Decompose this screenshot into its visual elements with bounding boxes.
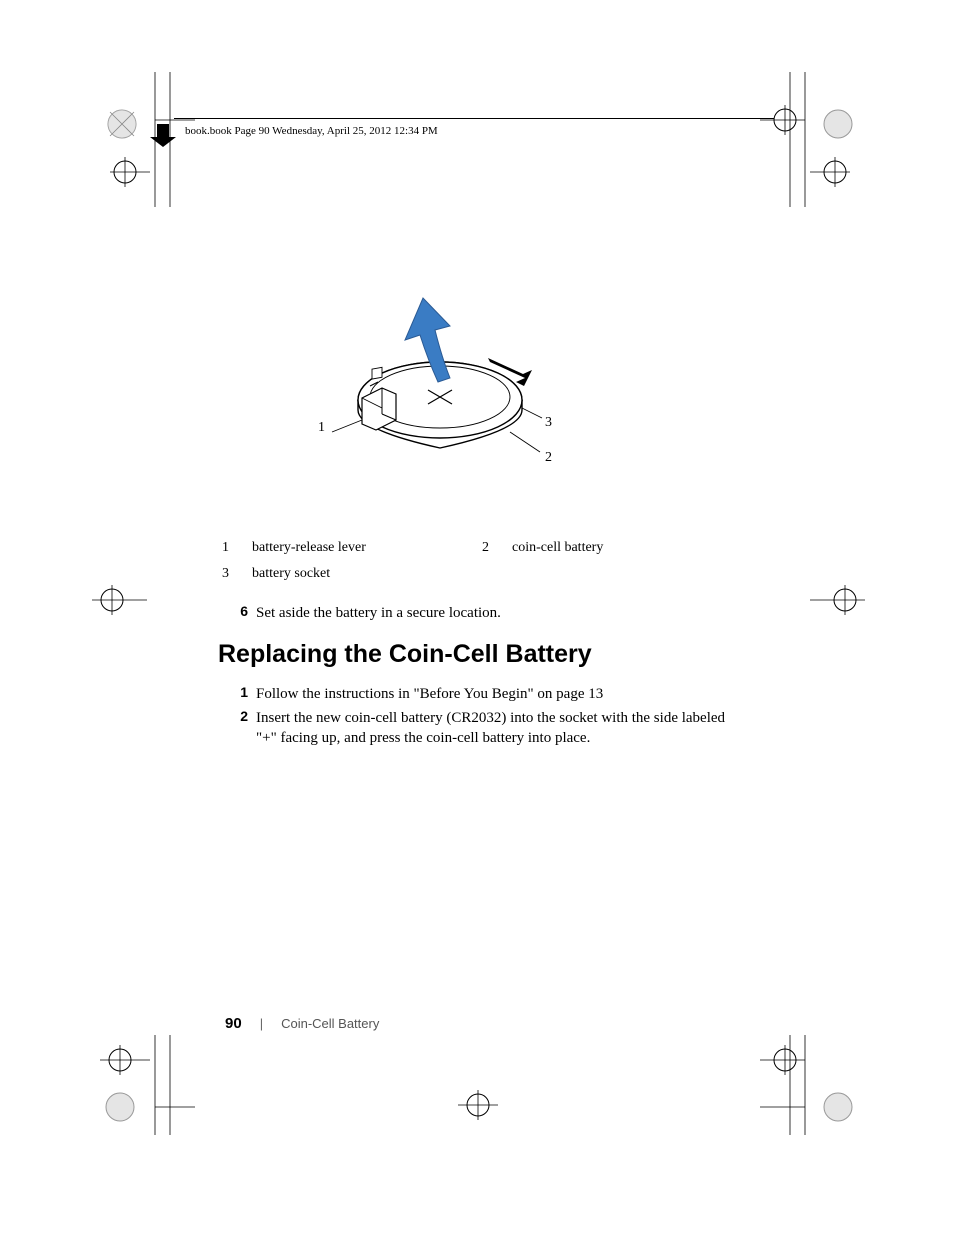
legend-num-1: 1: [222, 540, 252, 556]
printer-mark-mid-right: [805, 580, 865, 620]
step-6-num: 6: [222, 603, 248, 623]
section-heading: Replacing the Coin-Cell Battery: [218, 640, 592, 669]
footer-page-number: 90: [225, 1015, 242, 1032]
printer-mark-bottom-left: [95, 1035, 195, 1135]
printer-mark-top-left: [100, 72, 195, 207]
step-1-num: 1: [222, 684, 248, 704]
legend-text-3: battery socket: [252, 566, 482, 582]
step-1: 1 Follow the instructions in "Before You…: [222, 684, 736, 704]
step-2-num: 2: [222, 708, 248, 749]
callout-2: 2: [545, 450, 552, 466]
printer-mark-mid-left: [92, 580, 152, 620]
step-1-text: Follow the instructions in "Before You B…: [256, 684, 736, 704]
printer-mark-top-right: [760, 72, 860, 207]
printer-mark-bottom-right: [760, 1035, 860, 1135]
footer-divider: |: [260, 1016, 263, 1031]
footer-section-title: Coin-Cell Battery: [281, 1016, 379, 1031]
step-6: 6 Set aside the battery in a secure loca…: [222, 603, 736, 623]
header-rule: [174, 118, 774, 119]
header-text: book.book Page 90 Wednesday, April 25, 2…: [185, 125, 438, 137]
step-2: 2 Insert the new coin-cell battery (CR20…: [222, 708, 736, 749]
step-6-text: Set aside the battery in a secure locati…: [256, 603, 736, 623]
step-2-text: Insert the new coin-cell battery (CR2032…: [256, 708, 736, 749]
printer-mark-bottom-center: [448, 1085, 508, 1125]
page-footer: 90 | Coin-Cell Battery: [225, 1015, 379, 1032]
callout-1: 1: [318, 420, 325, 436]
legend-num-2: 2: [482, 540, 512, 556]
coin-cell-diagram: [310, 290, 570, 490]
legend-table: 1 battery-release lever 2 coin-cell batt…: [222, 540, 742, 592]
legend-num-3: 3: [222, 566, 252, 582]
legend-text-1: battery-release lever: [252, 540, 482, 556]
callout-3: 3: [545, 415, 552, 431]
legend-text-2: coin-cell battery: [512, 540, 742, 556]
